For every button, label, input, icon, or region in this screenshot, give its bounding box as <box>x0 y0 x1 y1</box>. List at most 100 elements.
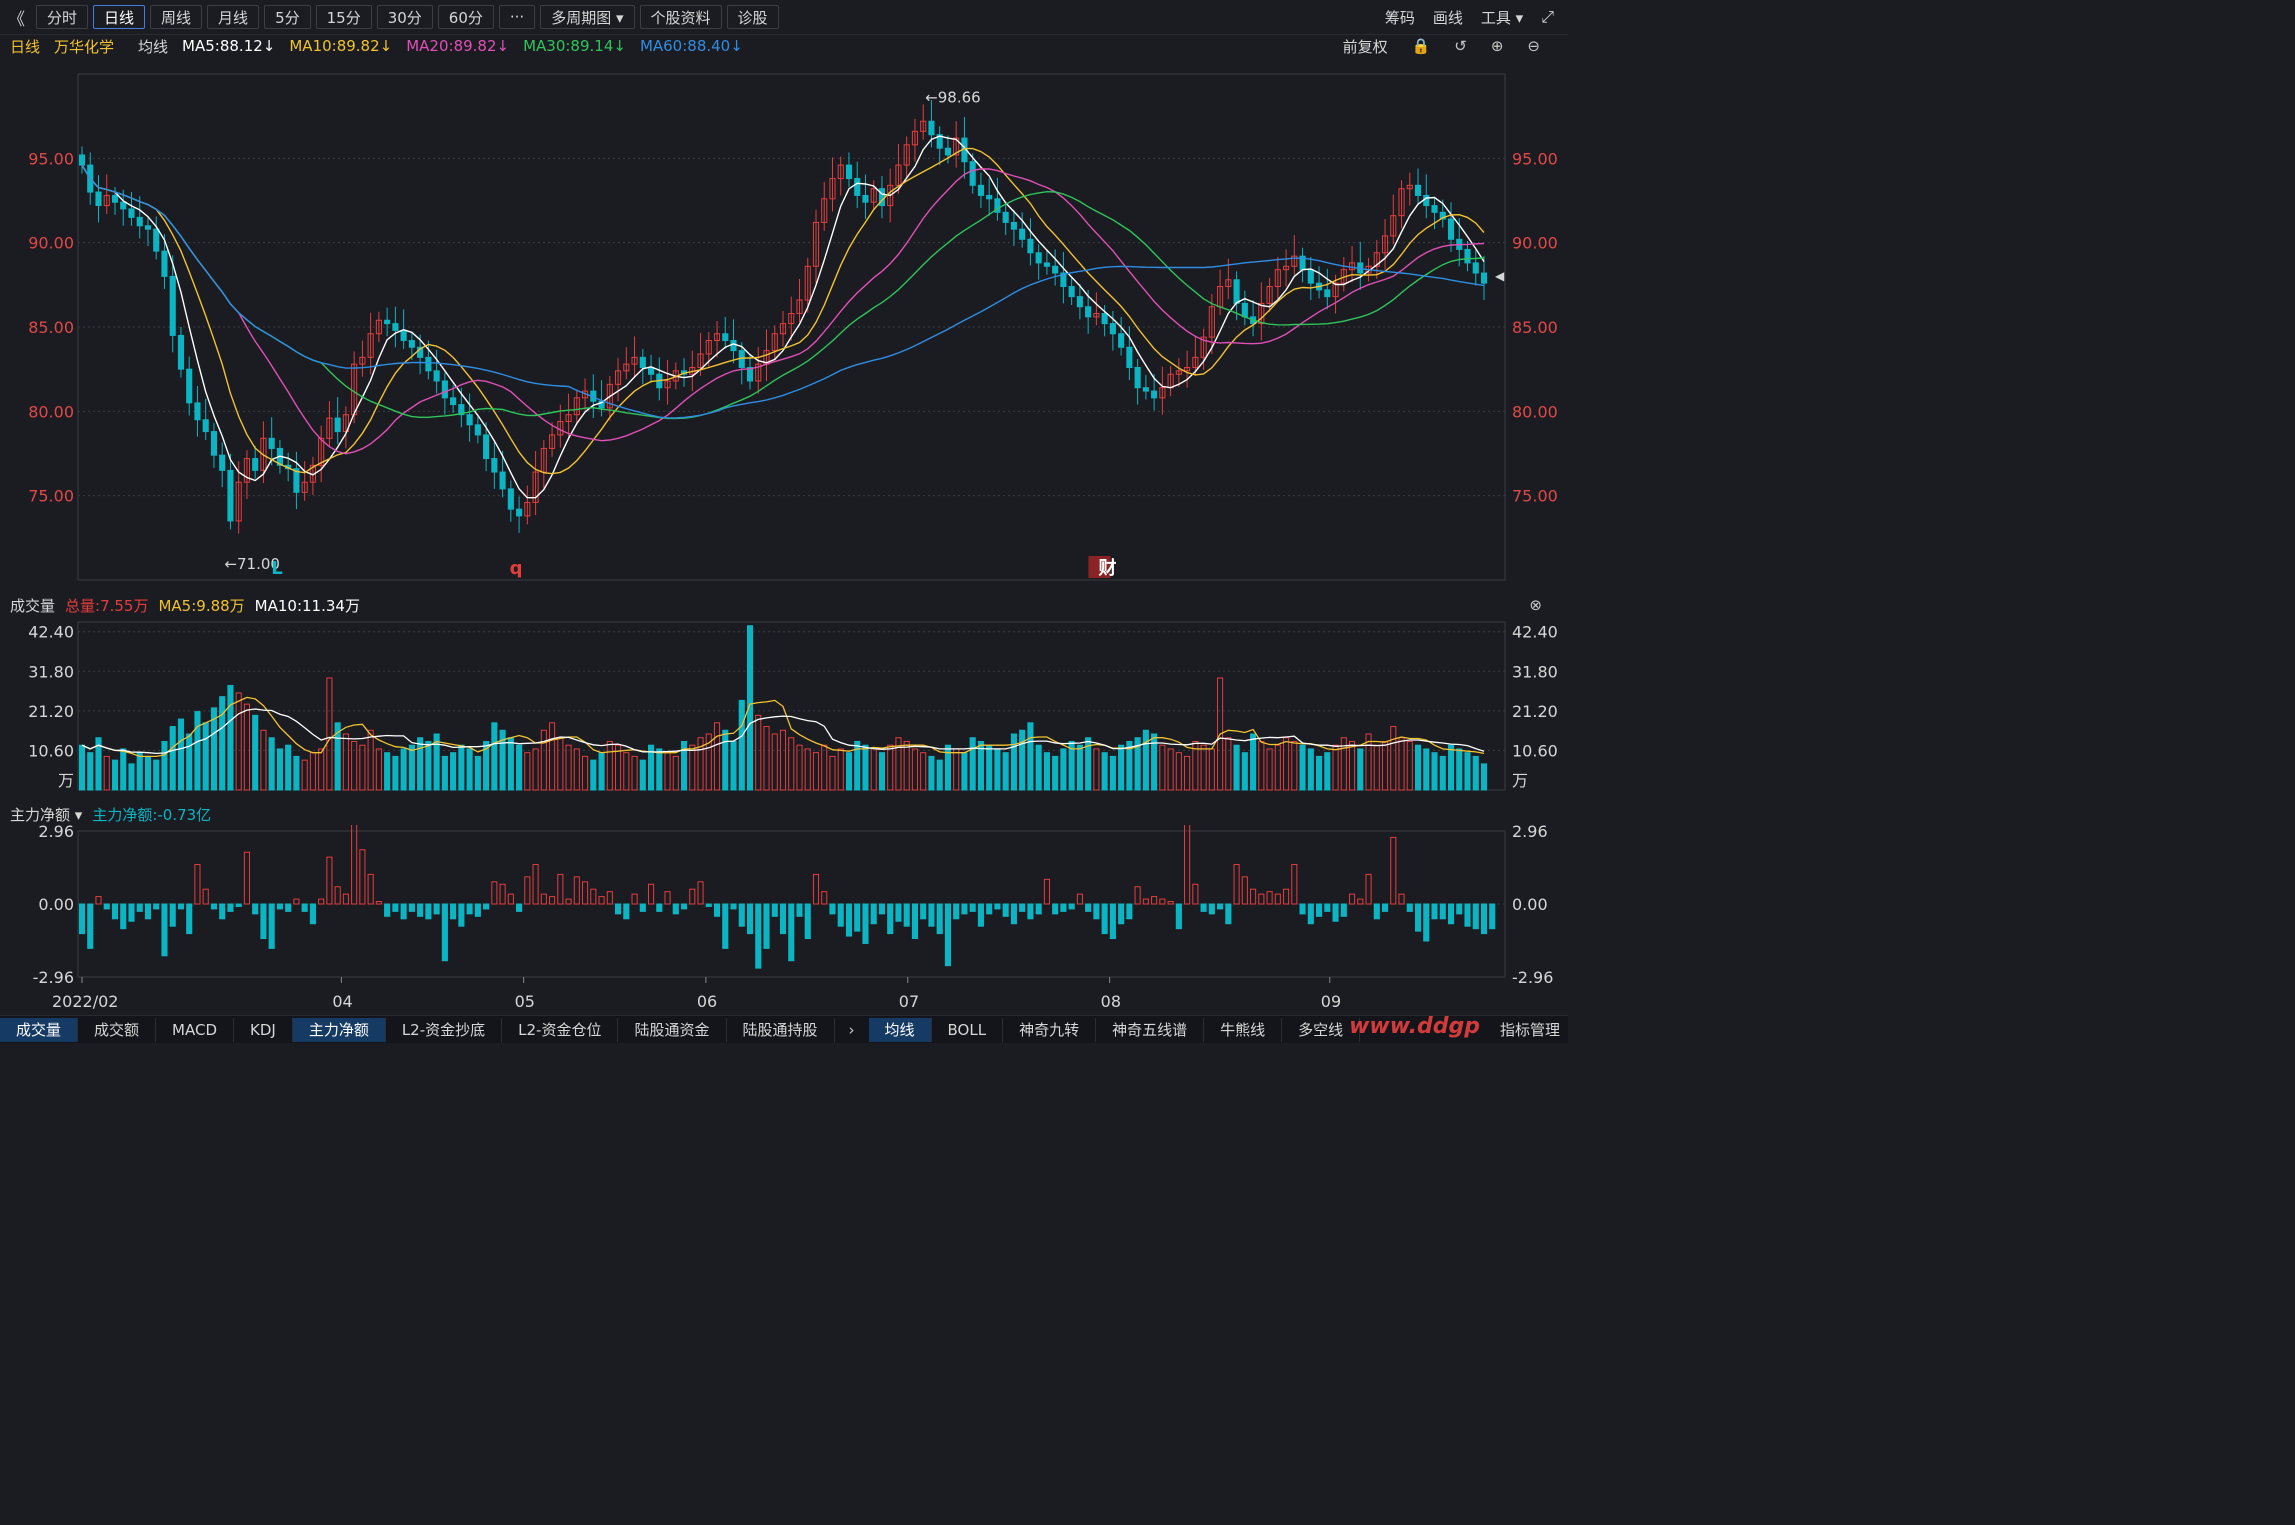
ma-label[interactable]: 均线 <box>138 37 169 56</box>
volume-bar <box>516 744 523 791</box>
indicator-tab[interactable]: 成交量 <box>0 1017 79 1042</box>
period-tab[interactable]: 多周期图 ▾ <box>540 5 635 29</box>
volume-bar <box>837 748 844 791</box>
ma20-line <box>81 164 1485 455</box>
x-tick-label: 04 <box>332 992 352 1011</box>
period-tab[interactable]: 60分 <box>437 5 494 29</box>
candle-body <box>821 198 828 223</box>
indicator-tab[interactable]: MACD <box>156 1017 234 1042</box>
indicator-tab[interactable]: 均线 <box>868 1017 932 1042</box>
indicator-tab[interactable]: BOLL <box>932 1017 1004 1042</box>
flow-bar <box>87 903 94 949</box>
period-tab[interactable]: 分时 <box>36 5 89 29</box>
indicator-tab[interactable]: L2-资金仓位 <box>502 1017 619 1042</box>
candle-body <box>243 458 250 483</box>
ma-legend: 日线 万华化学 均线 MA5:88.12↓ MA10:89.82↓ MA20:89.… <box>0 34 1568 58</box>
candle-body <box>186 368 193 404</box>
indicator-tab[interactable]: 多空线 <box>1282 1017 1361 1042</box>
candle-body <box>1060 272 1067 288</box>
event-marker[interactable]: q <box>510 558 523 579</box>
volume-bar <box>1250 733 1257 791</box>
zoom-in-icon[interactable]: ⊕ <box>1490 37 1504 55</box>
volume-bar <box>1414 744 1422 791</box>
reset-icon[interactable]: ↺ <box>1454 37 1467 55</box>
period-tab[interactable]: 周线 <box>150 5 203 29</box>
candle-body <box>516 508 523 517</box>
period-tab[interactable]: ··· <box>498 5 536 29</box>
indicator-tab[interactable]: L2-资金抄底 <box>386 1017 503 1042</box>
collapse-icon[interactable]: 《 <box>8 9 25 30</box>
volume-chart[interactable]: 42.40 42.40 31.80 31.80 21.20 21.20 10.60 10.60… <box>0 616 1568 800</box>
candle-body <box>1423 194 1430 207</box>
volume-bar <box>672 755 679 791</box>
draw-button[interactable]: 画线 <box>1432 8 1463 27</box>
volume-bar <box>812 752 820 791</box>
indicator-manage-button[interactable]: 指标管理 <box>1499 1021 1560 1039</box>
adjust-select[interactable]: 前复权 <box>1342 37 1388 56</box>
event-marker[interactable]: 财 <box>1098 557 1116 579</box>
volume-bar <box>540 729 547 791</box>
volume-bar <box>136 752 143 791</box>
indicator-tab[interactable]: 成交额 <box>78 1017 157 1042</box>
indicator-tab[interactable]: KDJ <box>234 1017 293 1042</box>
money-title-bar: 主力净额 ▾ 主力净额:-0.73亿 <box>0 803 1568 825</box>
candle-body <box>169 275 176 336</box>
candle-body <box>722 333 729 341</box>
candle-body <box>771 333 778 352</box>
volume-bar <box>1274 744 1281 791</box>
candle-body <box>994 198 1001 213</box>
indicator-tab[interactable]: 主力净额 <box>292 1017 386 1042</box>
zoom-out-icon[interactable]: ⊖ <box>1527 37 1540 55</box>
volume-bar <box>1010 733 1017 791</box>
period-tab[interactable]: 30分 <box>376 5 433 29</box>
candle-body <box>730 339 737 352</box>
period-tab[interactable]: 日线 <box>93 5 146 29</box>
indicator-tab[interactable]: 神奇五线谱 <box>1096 1017 1205 1042</box>
money-flow-chart[interactable]: 2.96 2.96 0.00 0.00 -2.96 -2.96 2022/02 04 05 06 0… <box>0 825 1568 1013</box>
period-tab[interactable]: 5分 <box>264 5 311 29</box>
flow-bar <box>598 896 605 905</box>
candle-body <box>1043 262 1050 267</box>
indicator-tab[interactable]: 陆股通持股 <box>727 1017 835 1042</box>
flow-bar <box>606 891 613 905</box>
event-marker[interactable]: L <box>271 558 282 579</box>
flow-bar <box>1225 903 1232 925</box>
fullscreen-icon[interactable]: ⤢ <box>1541 7 1554 26</box>
flow-bar <box>1010 903 1017 925</box>
flow-bar <box>656 903 663 912</box>
candle-body <box>1464 248 1471 264</box>
candle-body <box>1192 356 1199 368</box>
close-pane-icon[interactable]: ⊗ <box>1529 596 1542 614</box>
flow-bar <box>1258 893 1265 905</box>
period-tab[interactable]: 诊股 <box>726 5 779 29</box>
candle-body <box>1002 211 1009 223</box>
volume-bar <box>1019 729 1026 791</box>
candle-body <box>713 333 721 341</box>
volume-title[interactable]: 成交量 <box>10 596 56 615</box>
period-tab[interactable]: 15分 <box>315 5 372 29</box>
volume-bar <box>1480 763 1488 791</box>
period-tab[interactable]: 个股资料 <box>639 5 722 29</box>
volume-bar <box>359 744 366 791</box>
candlestick-chart[interactable]: 95.00 95.00 90.00 90.00 85.00 85.00 80.00 80.00… <box>0 58 1568 594</box>
stock-name[interactable]: 万华化学 <box>54 37 115 56</box>
lock-icon[interactable]: 🔒 <box>1411 37 1431 55</box>
volume-bar <box>639 759 646 791</box>
flow-bar <box>243 851 250 905</box>
indicator-tab[interactable]: 陆股通资金 <box>618 1017 727 1042</box>
indicator-tab[interactable]: 牛熊线 <box>1204 1017 1283 1042</box>
candle-body <box>507 488 514 510</box>
volume-bar <box>1299 744 1306 791</box>
flow-bar <box>1159 898 1166 905</box>
volume-bar <box>507 737 514 791</box>
chip-button[interactable]: 筹码 <box>1384 8 1415 27</box>
money-title[interactable]: 主力净额 ▾ <box>10 805 83 824</box>
candle-body <box>705 339 712 355</box>
period-tab[interactable]: 月线 <box>207 5 260 29</box>
tabs-next-icon[interactable]: › <box>848 1020 855 1039</box>
tools-button[interactable]: 工具 ▾ <box>1480 8 1524 27</box>
flow-bar <box>516 903 523 912</box>
indicator-tab[interactable]: 神奇九转 <box>1003 1017 1097 1042</box>
volume-ma5-line <box>81 696 1485 758</box>
flow-bar <box>1167 901 1174 905</box>
